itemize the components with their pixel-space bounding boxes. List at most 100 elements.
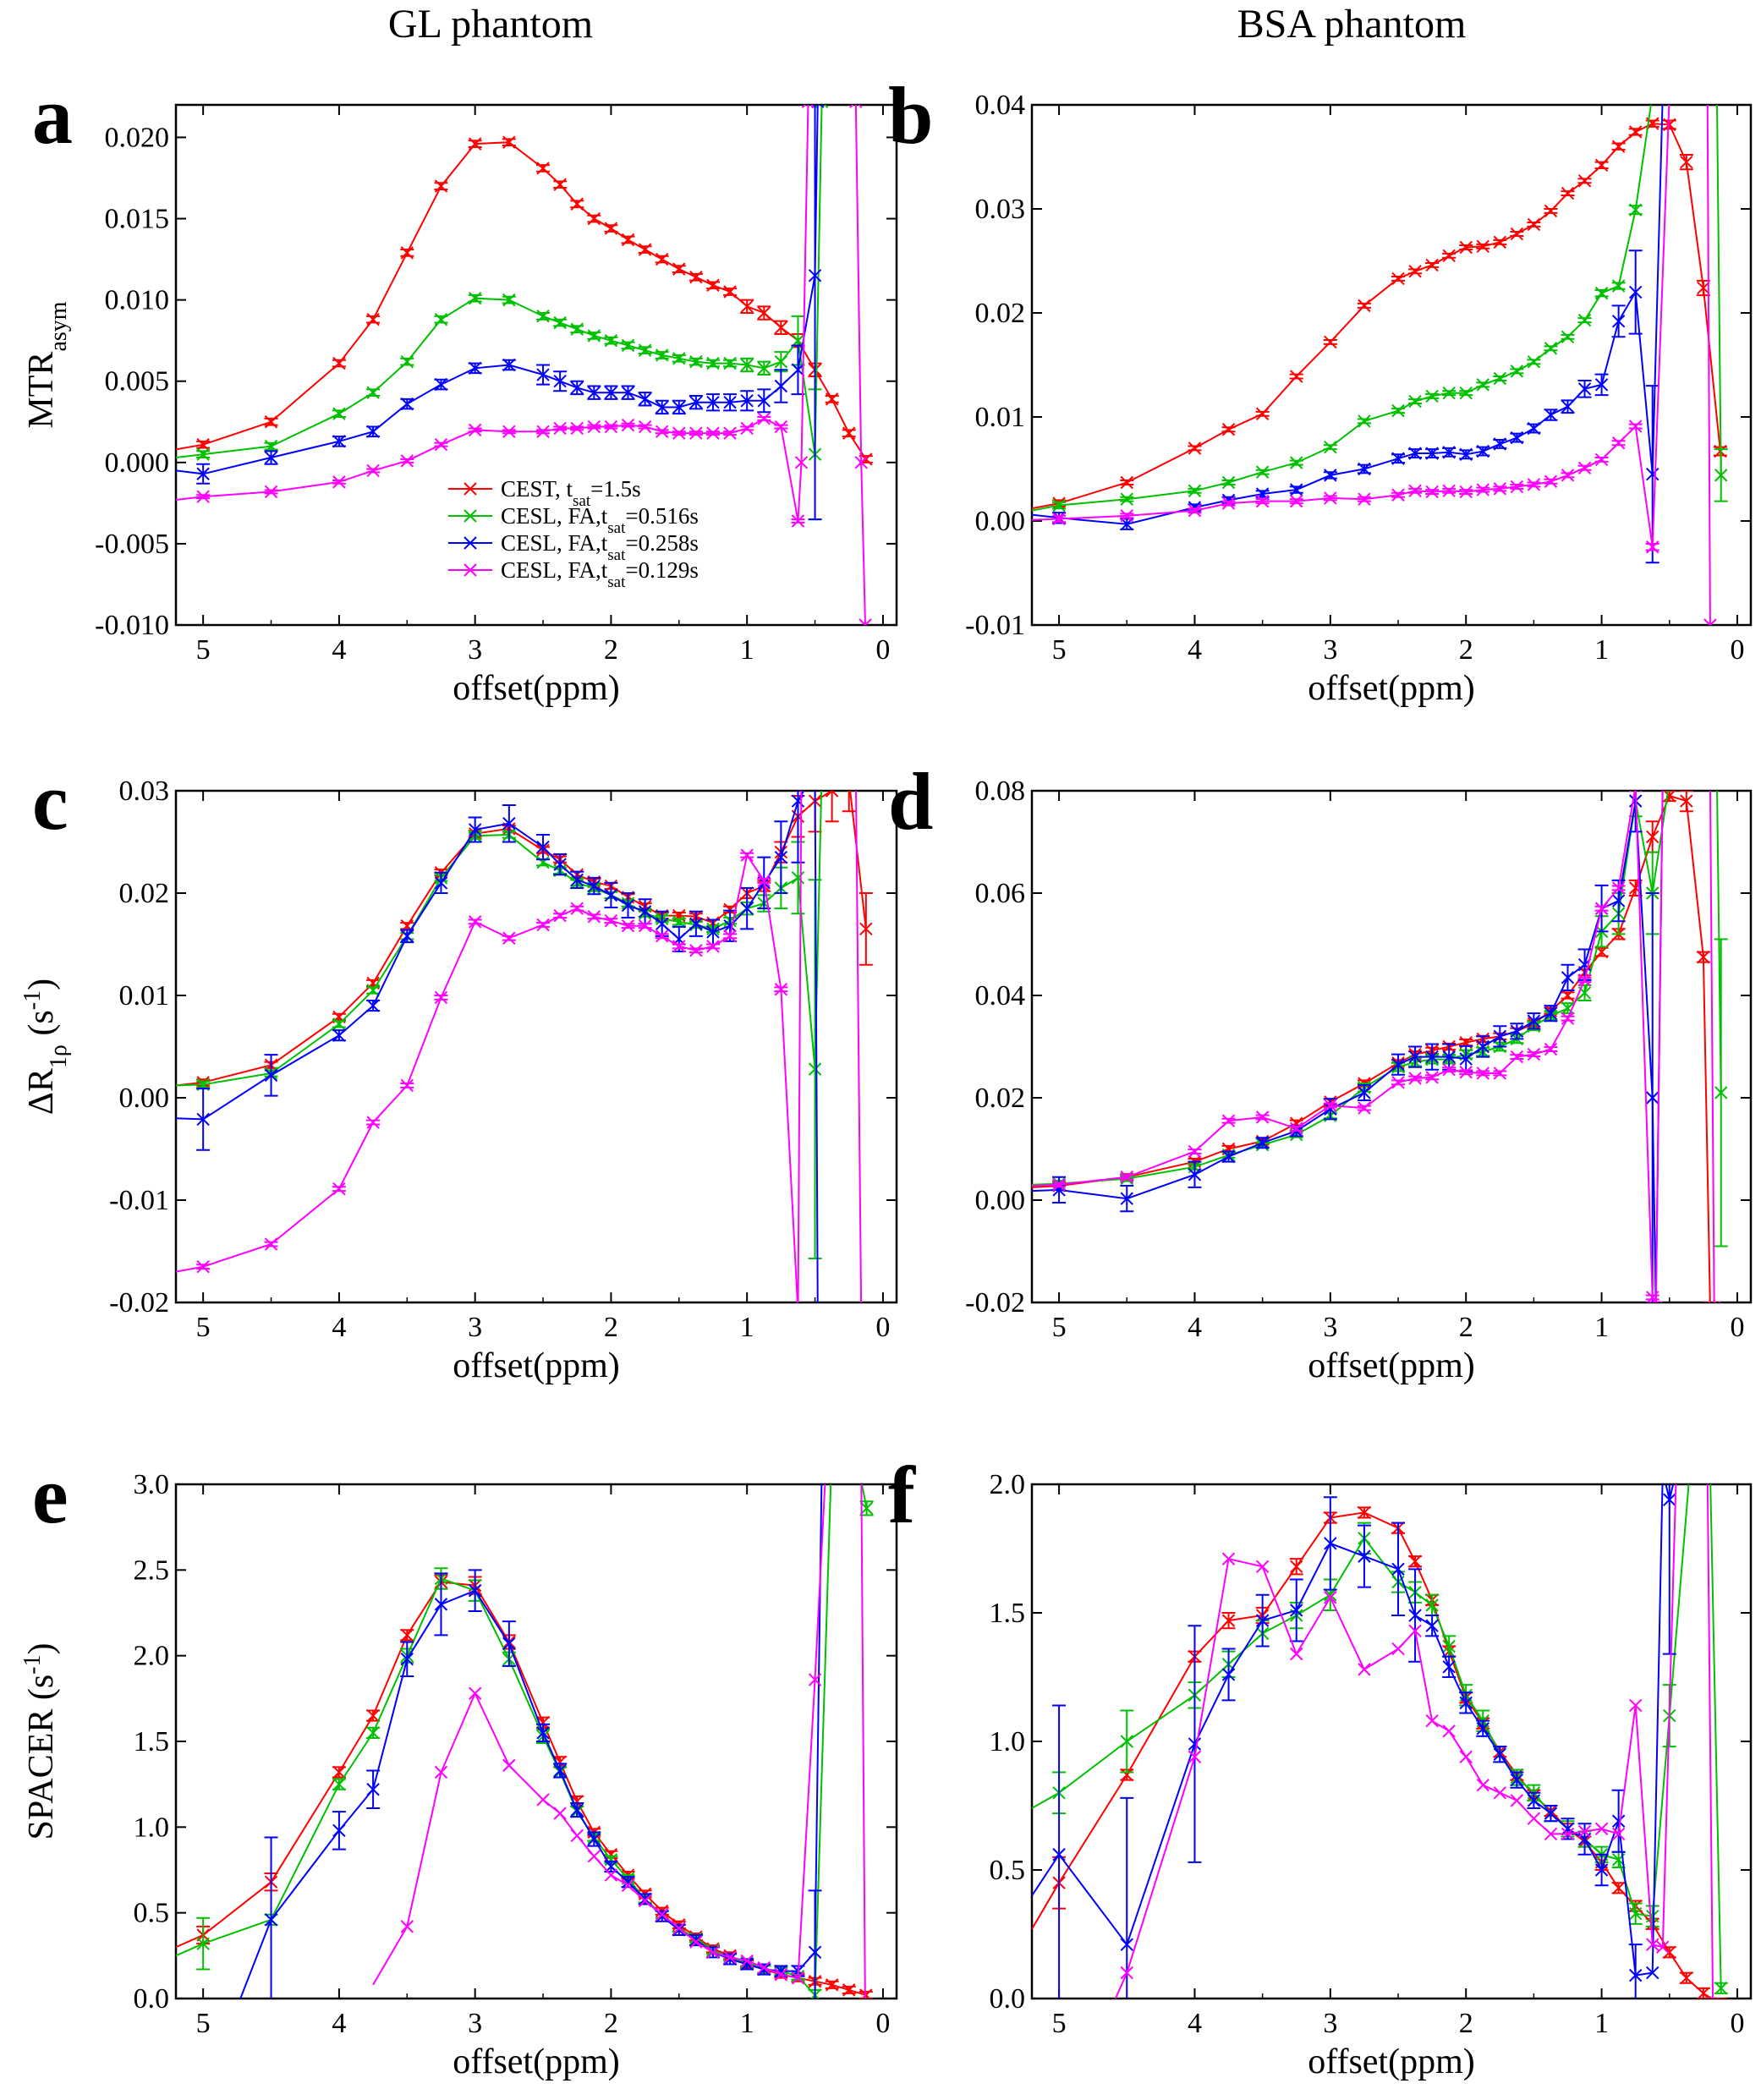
y-tick-label: 0.03 (119, 776, 170, 807)
data-point (1561, 469, 1575, 482)
series-layer (1032, 791, 1728, 1302)
data-point (809, 765, 821, 776)
data-point (621, 898, 635, 913)
data-point (1459, 387, 1473, 400)
x-tick-label: 2 (604, 2008, 618, 2039)
data-point (1120, 1938, 1133, 1951)
series-line-CESL_0258 (1032, 1484, 1675, 1977)
data-point (196, 1937, 210, 1950)
data-point (1646, 1966, 1660, 1980)
series-line-CESL_0516 (1032, 1484, 1722, 1988)
data-point (1544, 1042, 1558, 1056)
data-point (723, 426, 737, 440)
y-tick-label: -0.005 (95, 529, 169, 560)
data-point (1120, 1735, 1133, 1748)
data-point (1255, 1560, 1270, 1573)
data-point (820, 1461, 831, 1473)
data-point (468, 823, 482, 836)
data-point (1646, 1291, 1660, 1302)
plot-frame (174, 103, 898, 627)
x-tick-label: 3 (1323, 634, 1337, 666)
data-point (536, 918, 550, 932)
x-tick-label: 2 (604, 1312, 618, 1343)
data-point (791, 1971, 805, 1985)
data-point (1493, 1029, 1507, 1044)
x-tick-label: 3 (468, 1312, 482, 1343)
data-point (553, 908, 567, 923)
data-point (655, 252, 669, 266)
data-point (1510, 1050, 1524, 1064)
y-tick-label: 0.000 (105, 447, 170, 479)
x-tick-label: 5 (1052, 634, 1067, 666)
data-point (1188, 1168, 1202, 1182)
data-point (1510, 227, 1524, 241)
data-point (1577, 973, 1592, 987)
data-point (1408, 1554, 1422, 1568)
data-point (587, 879, 601, 893)
data-point (1476, 1778, 1489, 1792)
panel-letter: f (888, 1450, 916, 1540)
data-point (774, 354, 788, 369)
data-point (672, 908, 686, 923)
data-point (1459, 485, 1473, 499)
data-point (1711, 89, 1723, 101)
data-point (672, 426, 686, 440)
data-point (468, 1583, 482, 1598)
data-point (1544, 1006, 1558, 1020)
data-point (1221, 1149, 1236, 1164)
series-line-CEST (1032, 1511, 1714, 1999)
data-point (264, 451, 278, 464)
data-point (1442, 1050, 1456, 1064)
data-point (1697, 950, 1710, 964)
data-point (1391, 1057, 1405, 1072)
data-point (1442, 446, 1456, 459)
data-point (1561, 186, 1575, 200)
data-point (621, 233, 635, 247)
data-point (723, 929, 737, 943)
data-point (1691, 89, 1703, 101)
data-point (1646, 830, 1660, 844)
data-point (1052, 1183, 1066, 1197)
data-point (1611, 315, 1626, 328)
data-point (774, 321, 788, 335)
plot-frame (1030, 103, 1753, 627)
data-point (332, 1028, 346, 1042)
data-point (1120, 1966, 1133, 1980)
data-point (1611, 279, 1626, 293)
data-point (1188, 503, 1202, 518)
data-point (1628, 125, 1643, 139)
panel-letter: d (888, 756, 933, 847)
data-point (468, 361, 482, 376)
data-point (859, 2010, 871, 2021)
legend-marker (464, 536, 477, 550)
data-point (853, 1461, 864, 1473)
data-point (604, 333, 618, 348)
x-axis-label: offset(ppm) (453, 1346, 620, 1385)
data-point (1680, 794, 1693, 808)
series-line-CESL_0516 (1032, 791, 1722, 1186)
y-tick-label: -0.01 (109, 1185, 169, 1216)
data-point (655, 917, 669, 931)
data-point (842, 426, 856, 440)
data-point (400, 929, 414, 943)
data-point (825, 392, 839, 406)
data-point (1664, 89, 1676, 101)
y-axis-label: SPACER (s-1) (19, 1642, 62, 1840)
data-point (1577, 461, 1592, 474)
data-point (1510, 1794, 1524, 1807)
series-layer (176, 1461, 874, 2021)
data-point (434, 377, 448, 392)
data-point (1664, 89, 1676, 101)
data-point (536, 368, 550, 381)
data-point (536, 310, 550, 323)
data-point (1476, 378, 1489, 392)
data-point (502, 1637, 516, 1651)
data-point (434, 179, 448, 193)
x-tick-label: 5 (1052, 1312, 1067, 1343)
data-point (1527, 1812, 1541, 1825)
x-tick-label: 5 (1052, 2008, 1067, 2039)
data-point (1628, 285, 1643, 299)
data-point (638, 392, 652, 406)
data-point (689, 271, 703, 284)
x-tick-label: 4 (332, 634, 346, 666)
